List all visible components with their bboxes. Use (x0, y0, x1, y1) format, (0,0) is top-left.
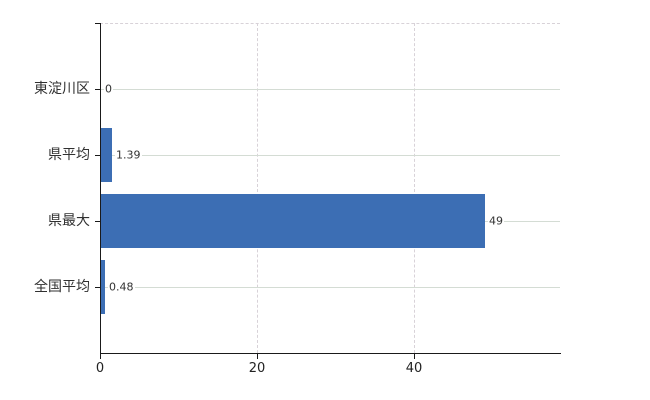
bar-value-label: 1.39 (115, 148, 142, 162)
bar-value-label: 0.48 (108, 280, 135, 294)
x-axis-line (100, 353, 561, 354)
x-tick (414, 354, 415, 359)
bar (101, 128, 112, 182)
bar (101, 194, 485, 248)
h-gridline (101, 287, 560, 288)
y-tick (95, 287, 100, 288)
h-gridline (101, 155, 560, 156)
category-label: 県最大 (48, 213, 90, 229)
x-tick-label: 20 (248, 361, 266, 376)
v-gridline (257, 23, 258, 353)
y-tick (95, 221, 100, 222)
y-tick (95, 89, 100, 90)
h-gridline (101, 89, 560, 90)
y-tick (95, 155, 100, 156)
v-gridline (414, 23, 415, 353)
plot-top-border (100, 23, 560, 24)
y-axis-line (100, 23, 101, 354)
category-label: 県平均 (48, 147, 90, 163)
x-tick (100, 354, 101, 359)
bar-value-label: 49 (488, 214, 504, 228)
bar (101, 260, 105, 314)
category-label: 全国平均 (34, 279, 90, 295)
x-tick-label: 0 (95, 361, 105, 376)
x-tick (257, 354, 258, 359)
bar-value-label: 0 (104, 82, 113, 96)
y-tick (95, 23, 100, 24)
x-tick-label: 40 (405, 361, 423, 376)
category-label: 東淀川区 (34, 81, 90, 97)
